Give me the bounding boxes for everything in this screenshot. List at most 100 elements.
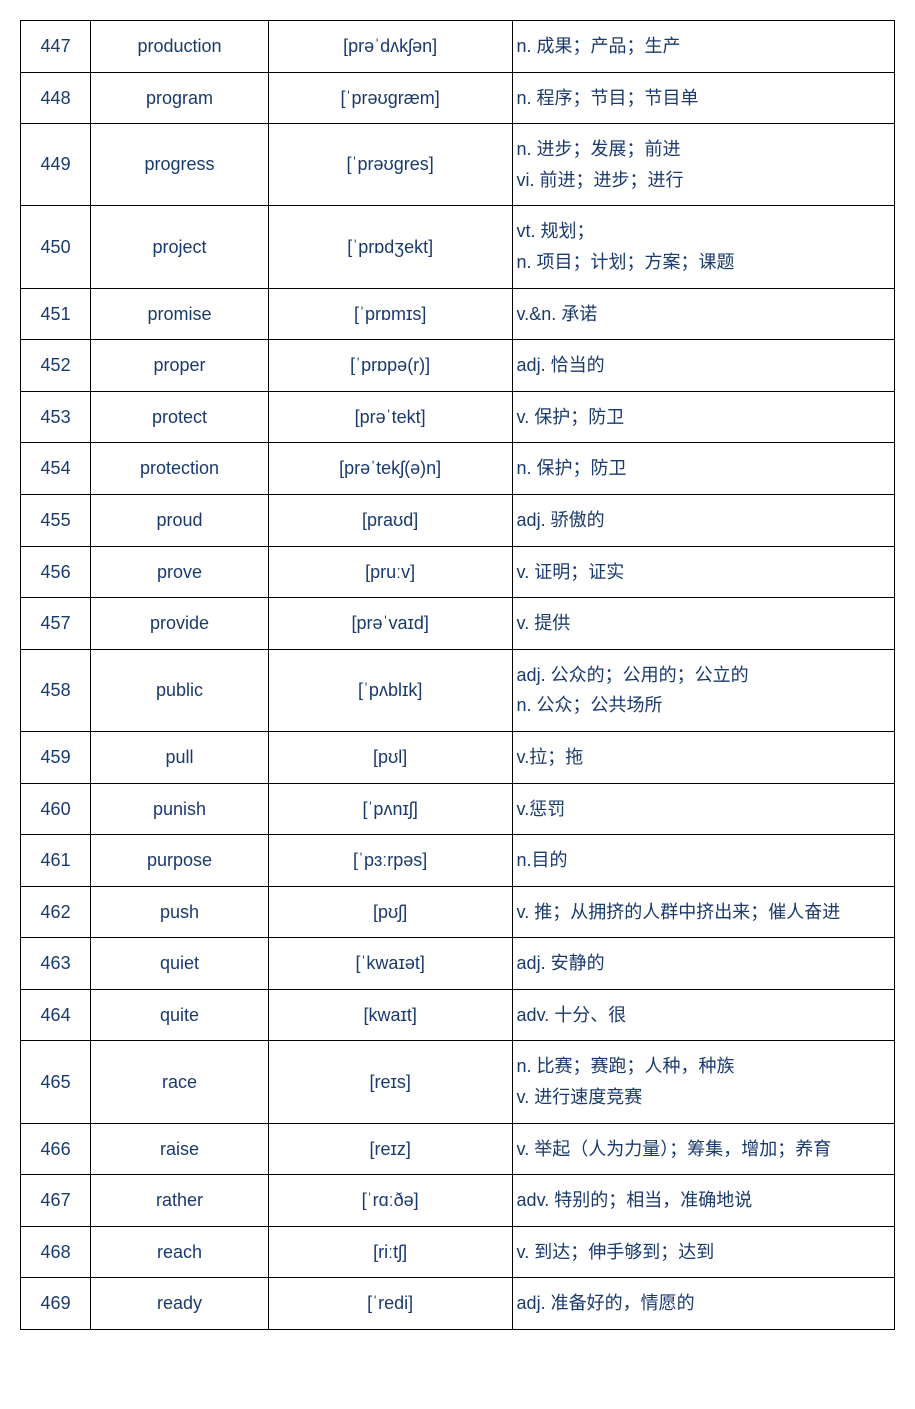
- cell-number: 461: [21, 835, 91, 887]
- table-row: 462push[pʊʃ]v. 推；从拥挤的人群中挤出来；催人奋进: [21, 886, 895, 938]
- cell-number: 469: [21, 1278, 91, 1330]
- cell-number: 467: [21, 1175, 91, 1227]
- cell-word: quiet: [91, 938, 269, 990]
- cell-definition: v. 证明；证实: [512, 546, 894, 598]
- cell-word: provide: [91, 598, 269, 650]
- cell-number: 460: [21, 783, 91, 835]
- table-row: 457provide[prəˈvaɪd]v. 提供: [21, 598, 895, 650]
- cell-number: 456: [21, 546, 91, 598]
- cell-definition: n. 保护；防卫: [512, 443, 894, 495]
- cell-word: prove: [91, 546, 269, 598]
- table-row: 448program[ˈprəʊgræm]n. 程序；节目；节目单: [21, 72, 895, 124]
- cell-definition: v.惩罚: [512, 783, 894, 835]
- cell-word: race: [91, 1041, 269, 1123]
- cell-definition: n. 成果；产品；生产: [512, 21, 894, 73]
- cell-definition: v. 提供: [512, 598, 894, 650]
- cell-phonetic: [ˈprɒdʒekt]: [268, 206, 512, 288]
- cell-definition: vt. 规划；n. 项目；计划；方案；课题: [512, 206, 894, 288]
- cell-word: purpose: [91, 835, 269, 887]
- cell-phonetic: [reɪs]: [268, 1041, 512, 1123]
- cell-number: 454: [21, 443, 91, 495]
- cell-phonetic: [ˈrɑːðə]: [268, 1175, 512, 1227]
- cell-number: 449: [21, 124, 91, 206]
- cell-phonetic: [pʊʃ]: [268, 886, 512, 938]
- table-row: 447production[prəˈdʌkʃən]n. 成果；产品；生产: [21, 21, 895, 73]
- cell-word: rather: [91, 1175, 269, 1227]
- vocabulary-table: 447production[prəˈdʌkʃən]n. 成果；产品；生产448p…: [20, 20, 895, 1330]
- table-row: 451promise[ˈprɒmɪs]v.&n. 承诺: [21, 288, 895, 340]
- cell-definition: v.拉；拖: [512, 731, 894, 783]
- cell-number: 447: [21, 21, 91, 73]
- cell-definition: adv. 十分、很: [512, 989, 894, 1041]
- cell-number: 458: [21, 649, 91, 731]
- table-row: 458public[ˈpʌblɪk]adj. 公众的；公用的；公立的n. 公众；…: [21, 649, 895, 731]
- table-row: 456prove[pruːv]v. 证明；证实: [21, 546, 895, 598]
- cell-definition: n.目的: [512, 835, 894, 887]
- table-row: 455proud[praʊd]adj. 骄傲的: [21, 494, 895, 546]
- cell-phonetic: [ˈkwaɪət]: [268, 938, 512, 990]
- cell-number: 465: [21, 1041, 91, 1123]
- table-row: 468reach[riːtʃ]v. 到达；伸手够到；达到: [21, 1226, 895, 1278]
- cell-phonetic: [pruːv]: [268, 546, 512, 598]
- cell-definition: v. 推；从拥挤的人群中挤出来；催人奋进: [512, 886, 894, 938]
- cell-number: 448: [21, 72, 91, 124]
- cell-number: 464: [21, 989, 91, 1041]
- cell-word: program: [91, 72, 269, 124]
- table-row: 461purpose[ˈpɜːrpəs]n.目的: [21, 835, 895, 887]
- cell-phonetic: [reɪz]: [268, 1123, 512, 1175]
- table-row: 464quite[kwaɪt]adv. 十分、很: [21, 989, 895, 1041]
- cell-number: 457: [21, 598, 91, 650]
- cell-number: 462: [21, 886, 91, 938]
- cell-word: public: [91, 649, 269, 731]
- cell-number: 452: [21, 340, 91, 392]
- cell-word: proud: [91, 494, 269, 546]
- table-row: 467rather[ˈrɑːðə]adv. 特别的；相当，准确地说: [21, 1175, 895, 1227]
- cell-number: 463: [21, 938, 91, 990]
- cell-word: production: [91, 21, 269, 73]
- cell-phonetic: [pʊl]: [268, 731, 512, 783]
- cell-definition: n. 程序；节目；节目单: [512, 72, 894, 124]
- cell-phonetic: [ˈprɒmɪs]: [268, 288, 512, 340]
- cell-definition: v. 到达；伸手够到；达到: [512, 1226, 894, 1278]
- cell-number: 453: [21, 391, 91, 443]
- cell-definition: adj. 恰当的: [512, 340, 894, 392]
- cell-phonetic: [ˈpʌnɪʃ]: [268, 783, 512, 835]
- table-row: 460punish[ˈpʌnɪʃ]v.惩罚: [21, 783, 895, 835]
- table-row: 466raise[reɪz]v. 举起（人为力量）；筹集，增加；养育: [21, 1123, 895, 1175]
- cell-word: ready: [91, 1278, 269, 1330]
- cell-word: project: [91, 206, 269, 288]
- cell-number: 455: [21, 494, 91, 546]
- cell-definition: v. 保护；防卫: [512, 391, 894, 443]
- cell-definition: adv. 特别的；相当，准确地说: [512, 1175, 894, 1227]
- cell-definition: adj. 安静的: [512, 938, 894, 990]
- cell-number: 451: [21, 288, 91, 340]
- cell-number: 450: [21, 206, 91, 288]
- cell-word: protect: [91, 391, 269, 443]
- cell-number: 466: [21, 1123, 91, 1175]
- cell-phonetic: [riːtʃ]: [268, 1226, 512, 1278]
- cell-phonetic: [praʊd]: [268, 494, 512, 546]
- cell-phonetic: [ˈpʌblɪk]: [268, 649, 512, 731]
- table-row: 450project[ˈprɒdʒekt]vt. 规划；n. 项目；计划；方案；…: [21, 206, 895, 288]
- cell-word: progress: [91, 124, 269, 206]
- cell-phonetic: [ˈprəʊgræm]: [268, 72, 512, 124]
- cell-phonetic: [prəˈvaɪd]: [268, 598, 512, 650]
- cell-definition: v. 举起（人为力量）；筹集，增加；养育: [512, 1123, 894, 1175]
- cell-phonetic: [kwaɪt]: [268, 989, 512, 1041]
- table-row: 465race[reɪs]n. 比赛；赛跑；人种，种族v. 进行速度竞赛: [21, 1041, 895, 1123]
- table-row: 454protection[prəˈtekʃ(ə)n]n. 保护；防卫: [21, 443, 895, 495]
- cell-word: punish: [91, 783, 269, 835]
- cell-number: 459: [21, 731, 91, 783]
- cell-definition: adj. 骄傲的: [512, 494, 894, 546]
- table-row: 452proper[ˈprɒpə(r)]adj. 恰当的: [21, 340, 895, 392]
- table-row: 469ready[ˈredi]adj. 准备好的，情愿的: [21, 1278, 895, 1330]
- cell-number: 468: [21, 1226, 91, 1278]
- cell-word: promise: [91, 288, 269, 340]
- cell-definition: v.&n. 承诺: [512, 288, 894, 340]
- table-row: 449progress[ˈprəʊgres]n. 进步；发展；前进vi. 前进；…: [21, 124, 895, 206]
- cell-definition: adj. 公众的；公用的；公立的n. 公众；公共场所: [512, 649, 894, 731]
- cell-definition: n. 进步；发展；前进vi. 前进；进步；进行: [512, 124, 894, 206]
- cell-phonetic: [ˈprəʊgres]: [268, 124, 512, 206]
- cell-phonetic: [ˈprɒpə(r)]: [268, 340, 512, 392]
- cell-word: quite: [91, 989, 269, 1041]
